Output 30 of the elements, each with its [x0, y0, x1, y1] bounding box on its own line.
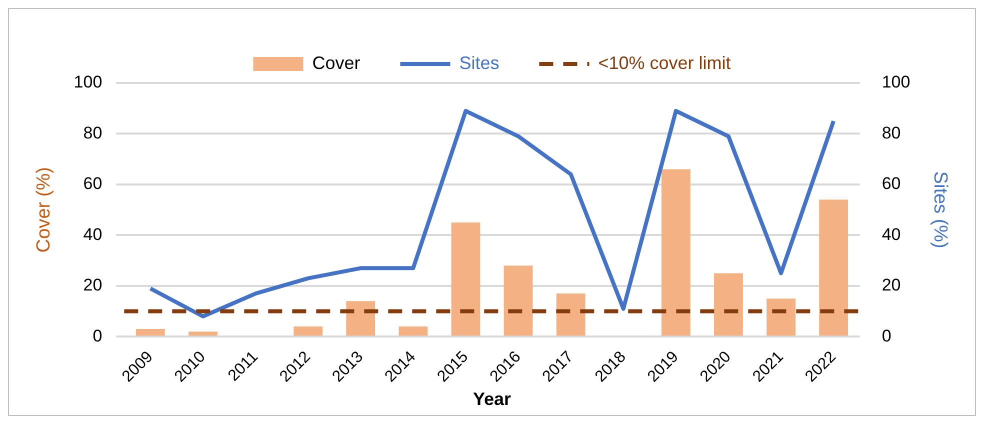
y-tick-label: 0: [92, 326, 102, 346]
bar: [819, 200, 848, 336]
bar: [346, 301, 376, 336]
legend-label: Sites: [459, 52, 500, 73]
y-tick-label: 40: [83, 224, 102, 244]
y-tick-label: 20: [83, 276, 102, 295]
y2-tick-label: 40: [882, 224, 901, 244]
y2-tick-label: 100: [882, 72, 910, 92]
legend-label: <10% cover limit: [598, 52, 731, 73]
y-tick-label: 80: [83, 123, 102, 142]
y2-tick-label: 0: [882, 326, 892, 346]
bar: [188, 332, 218, 336]
x-axis-title: Year: [472, 389, 512, 410]
y-axis-title: Cover (%): [34, 167, 55, 253]
y2-tick-label: 60: [882, 174, 901, 194]
bar: [556, 294, 586, 336]
bar: [136, 329, 165, 336]
bar: [398, 326, 428, 336]
y-tick-label: 100: [74, 72, 102, 92]
y-tick-label: 60: [83, 174, 102, 194]
bar: [294, 326, 323, 336]
legend-label: Cover: [312, 52, 360, 73]
bar: [661, 169, 690, 336]
bar: [714, 273, 743, 336]
y2-tick-label: 20: [882, 276, 901, 295]
y2-axis-title: Sites (%): [929, 171, 950, 248]
bar: [766, 298, 796, 336]
bar: [504, 266, 533, 336]
y2-tick-label: 80: [882, 123, 901, 142]
bar: [451, 222, 480, 336]
